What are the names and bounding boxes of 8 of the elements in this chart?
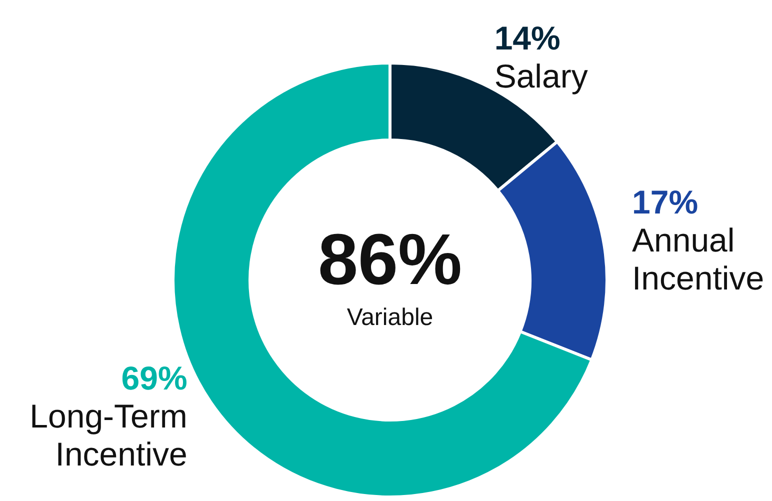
text: 86% [318,220,462,300]
slice-label: Annual Incentive [632,222,764,297]
data-label: 69% [121,360,188,397]
slice-label: Long-Term Incentive [30,398,188,473]
data-label: 14% [494,19,560,56]
text: Variable [346,304,434,331]
data-label: 17% [632,184,698,221]
slice-label: Salary [494,57,588,94]
